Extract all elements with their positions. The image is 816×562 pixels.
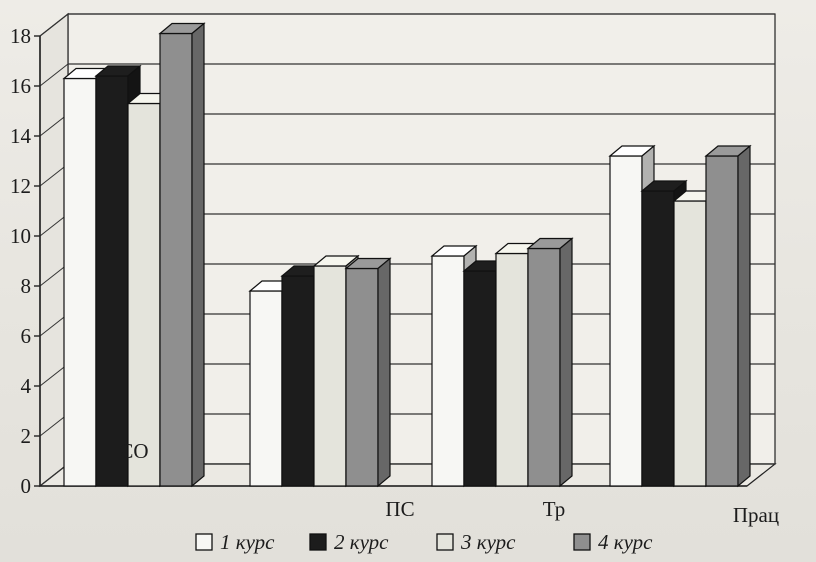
bar-side [737,144,751,488]
grid-line-side [39,213,69,237]
legend-label: 2 курс [334,530,389,554]
y-tick-label: 6 [21,324,32,348]
bar-front [673,200,707,487]
bar [344,257,392,488]
y-tick-label: 16 [10,74,31,98]
bar [158,22,206,488]
y-tick-label: 14 [10,124,32,148]
grid-line-side [39,463,69,487]
category-label: Прац [733,503,779,527]
bar-front [705,155,739,487]
bar-front [609,155,643,487]
bar-front [249,290,283,487]
y-tick-label: 0 [21,474,32,498]
category-label: ПС [385,497,414,521]
bar-front [495,252,529,487]
legend-swatch [195,533,213,551]
category-labels: СО ПС Тр Прац [119,439,779,527]
category-label: СО [119,439,148,463]
y-tick-label: 8 [21,274,32,298]
bar-front [463,270,497,487]
bar-front [127,102,161,487]
bar [526,237,574,488]
grid-line-side [39,13,69,37]
legend-label: 3 курс [460,530,516,554]
legend-swatch [309,533,327,551]
grid-line-side [39,63,69,87]
bar-front [95,75,129,487]
grid-line-side [39,363,69,387]
bar [704,144,752,488]
y-tick-label: 2 [21,424,32,448]
y-tick-label: 4 [21,374,32,398]
legend-swatch [436,533,454,551]
y-axis: 0 2 4 6 8 10 12 14 16 18 [10,24,747,498]
legend-swatch [573,533,591,551]
bar-front [345,267,379,487]
bar-front [281,275,315,487]
legend: 1 курс 2 курс 3 курс 4 курс [195,530,653,554]
bar-front [641,190,675,487]
y-tick-label: 10 [10,224,31,248]
bars [62,22,752,488]
grid-line-side [39,313,69,337]
legend-label: 4 курс [598,530,653,554]
bar-side [559,237,573,488]
grid-line-side [39,413,69,437]
bar-front [431,255,465,487]
y-tick-label: 12 [10,174,31,198]
grid-line-side [39,163,69,187]
bar-side [377,257,391,488]
bar-front [159,32,193,487]
bar-side [191,22,205,488]
legend-label: 1 курс [220,530,275,554]
category-label: Тр [543,497,566,521]
grid-line-side [39,263,69,287]
grid-line-side [39,113,69,137]
bar-front [313,265,347,487]
bar-front [527,247,561,487]
y-tick-label: 18 [10,24,31,48]
bar-front [63,77,97,487]
